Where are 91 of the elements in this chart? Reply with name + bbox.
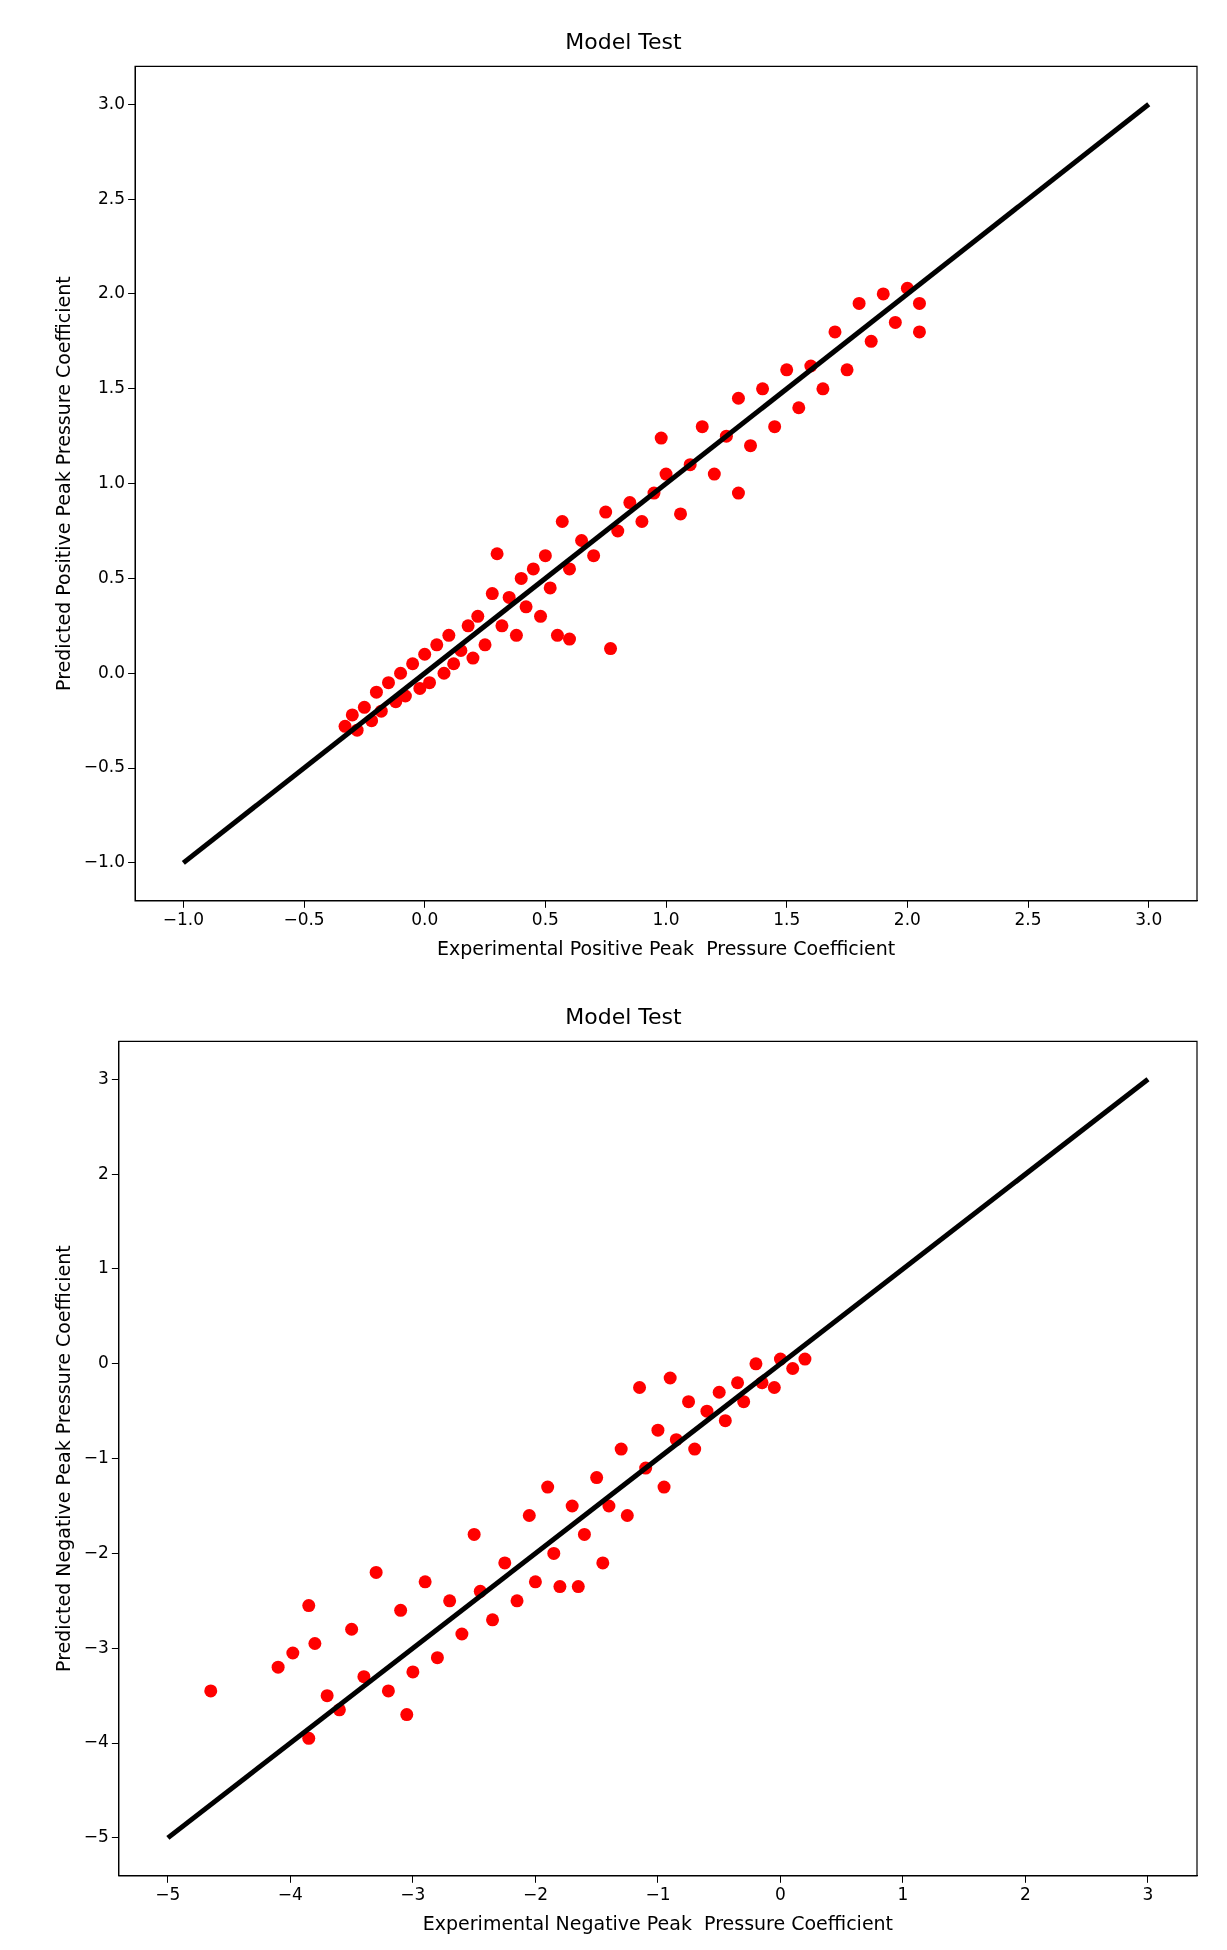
point <box>204 1684 218 1698</box>
y-tick-label: 3 <box>98 1067 109 1088</box>
y-tick-label: 2 <box>98 1162 109 1183</box>
point <box>510 1594 524 1608</box>
point <box>749 1357 763 1371</box>
point <box>528 1575 542 1589</box>
point <box>369 1565 383 1579</box>
x-tick-label: −0.5 <box>283 909 325 930</box>
point <box>430 1651 444 1665</box>
point <box>663 1371 677 1385</box>
y-tick-label: −0.5 <box>83 756 126 777</box>
x-tick-label: 2.5 <box>1014 909 1042 930</box>
x-tick-label: 3.0 <box>1135 909 1163 930</box>
point <box>443 1594 457 1608</box>
x-tick-label: −2 <box>522 1884 548 1905</box>
x-tick-label: 0.5 <box>531 909 559 930</box>
x-tick-label: −4 <box>277 1884 303 1905</box>
point <box>345 1622 359 1636</box>
point <box>302 1599 316 1613</box>
point <box>406 1665 420 1679</box>
point <box>798 1352 812 1366</box>
y-tick-label: −1 <box>83 1447 109 1468</box>
x-tick-label: −3 <box>400 1884 426 1905</box>
x-tick-label: 0.0 <box>411 909 439 930</box>
y-tick-label: 3.0 <box>98 92 126 113</box>
point <box>286 1646 300 1660</box>
point <box>651 1423 665 1437</box>
point <box>614 1442 628 1456</box>
y-tick-label: 1 <box>98 1257 109 1278</box>
x-tick-label: 1.5 <box>773 909 801 930</box>
chart-title: Model Test <box>565 1003 683 1029</box>
y-tick-label: 0.0 <box>98 661 126 682</box>
y-axis-title: Predicted Positive Peak Pressure Coefficient <box>52 276 75 691</box>
x-tick-label: 1 <box>897 1884 909 1905</box>
point <box>486 1613 500 1627</box>
y-tick-label: −3 <box>83 1636 109 1657</box>
point <box>590 1471 604 1485</box>
point <box>308 1637 322 1650</box>
point <box>302 1731 316 1745</box>
y-tick-label: −2 <box>83 1541 109 1562</box>
y-tick-label: 1.0 <box>98 472 126 493</box>
point <box>553 1580 567 1594</box>
point <box>718 1414 732 1428</box>
point <box>633 1380 647 1394</box>
point <box>320 1689 334 1703</box>
point <box>700 1404 714 1418</box>
point <box>394 1603 408 1617</box>
point <box>467 1527 481 1541</box>
y-tick-label: 2.5 <box>98 187 126 208</box>
y-tick-label: 0 <box>98 1352 109 1373</box>
y-tick-label: 0.5 <box>98 566 126 587</box>
point <box>682 1395 696 1409</box>
x-tick-label: 3 <box>1142 1884 1154 1905</box>
point <box>620 1508 634 1522</box>
x-tick-label: 0 <box>775 1884 786 1905</box>
x-axis-title: Experimental Positive Peak Pressure Coefficient <box>436 936 896 959</box>
y-tick-label: −4 <box>83 1731 109 1752</box>
x-tick-label: −5 <box>155 1884 181 1905</box>
point <box>571 1580 585 1594</box>
point <box>688 1442 702 1456</box>
point <box>786 1362 800 1376</box>
y-tick-label: 1.5 <box>98 377 126 398</box>
y-tick-label: 2.0 <box>98 282 126 303</box>
y-tick-label: −5 <box>83 1826 109 1847</box>
x-axis-title: Experimental Negative Peak Pressure Coefficient <box>422 1911 894 1934</box>
x-tick-label: −1 <box>645 1884 671 1905</box>
chart-title: Model Test <box>565 28 683 54</box>
point <box>577 1527 591 1541</box>
point <box>271 1660 285 1674</box>
point <box>767 1380 781 1394</box>
point <box>712 1385 726 1399</box>
point <box>657 1480 671 1494</box>
x-tick-label: −1.0 <box>162 909 204 930</box>
point <box>400 1708 414 1722</box>
point <box>498 1556 512 1570</box>
point <box>565 1499 579 1513</box>
point <box>547 1546 561 1560</box>
x-tick-label: 2 <box>1020 1884 1031 1905</box>
x-tick-label: 2.0 <box>893 909 921 930</box>
point <box>357 1670 371 1684</box>
point <box>541 1480 555 1494</box>
point <box>381 1684 395 1698</box>
point <box>455 1627 469 1641</box>
point <box>418 1575 432 1589</box>
point <box>737 1395 751 1409</box>
x-tick-label: 1.0 <box>652 909 680 930</box>
y-axis-title: Predicted Negative Peak Pressure Coefficient <box>52 1245 75 1672</box>
y-tick-label: −1.0 <box>83 851 126 872</box>
point <box>596 1556 610 1570</box>
point <box>731 1376 745 1390</box>
point <box>522 1508 536 1522</box>
